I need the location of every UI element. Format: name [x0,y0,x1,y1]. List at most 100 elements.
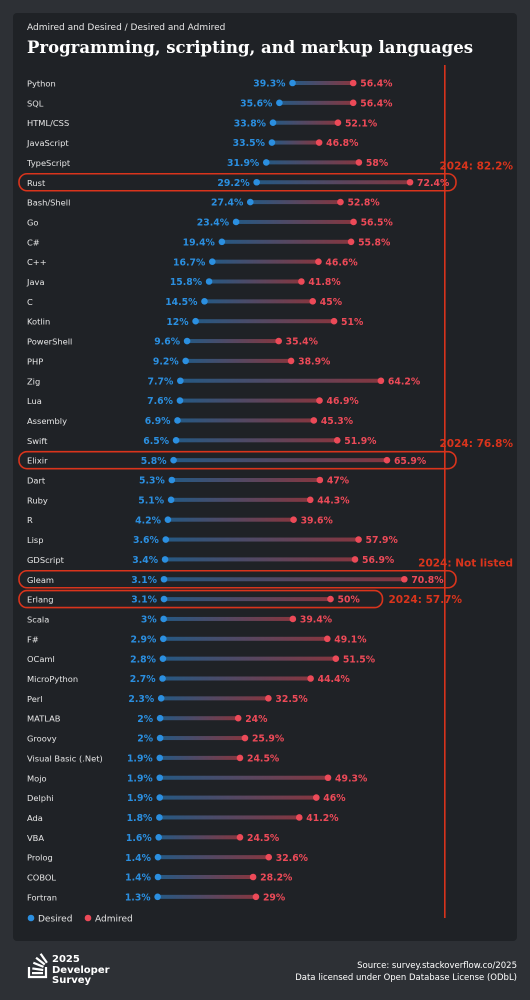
desired-value-label: 6.9% [145,416,171,427]
dumbbell-bar [157,894,256,899]
admired-value-label: 24.5% [247,833,280,844]
desired-point [253,178,260,186]
source-link[interactable]: Source: survey.stackoverflow.co/2025 [357,961,517,971]
language-label: Fortran [27,892,57,902]
admired-point [236,834,244,841]
desired-point [167,496,175,504]
desired-value-label: 1.9% [127,754,153,765]
language-label: TypeScript [26,158,71,168]
desired-point [232,218,240,226]
language-label: Swift [27,436,48,446]
legend-desired-marker [27,914,35,922]
admired-value-label: 45.3% [321,416,354,427]
desired-point [160,615,167,623]
dumbbell-bar [159,755,240,760]
desired-value-label: 1.8% [127,813,153,824]
desired-value-label: 2.9% [130,634,156,645]
dumbbell-bar [177,418,314,423]
previous-year-annotation: 2024: Not listed [418,557,513,569]
language-label: Bash/Shell [27,198,70,208]
desired-value-label: 3.4% [132,555,158,566]
previous-year-annotation: 2024: 82.2% [439,160,513,172]
dumbbell-bar [159,775,329,780]
desired-value-label: 33.8% [234,118,267,129]
desired-value-label: 7.7% [148,376,174,387]
desired-point [183,337,191,345]
dumbbell-bar [159,795,317,800]
desired-value-label: 2.8% [130,654,156,665]
language-label: Elixir [27,456,48,466]
admired-point [332,655,340,662]
dumbbell-bar [250,200,341,205]
desired-point [154,853,162,861]
license-note[interactable]: Data licensed under Open Database Licens… [295,973,517,983]
desired-value-label: 2.7% [130,674,156,685]
desired-point [155,834,162,841]
desired-point [208,258,216,265]
admired-value-label: 47% [327,476,350,487]
admired-point [350,218,357,226]
desired-point [177,377,184,385]
desired-value-label: 1.9% [127,793,153,804]
admired-value-label: 39.4% [300,615,333,626]
dumbbell-bar [165,557,355,562]
language-label: Erlang [27,595,54,605]
admired-value-label: 70.8% [411,575,444,586]
desired-point [156,754,164,762]
survey-brand: 2025 Developer Survey [52,954,110,987]
desired-value-label: 5.3% [139,476,165,487]
admired-value-label: 32.6% [276,853,309,864]
dumbbell-bar [209,279,302,284]
language-label: Gleam [27,575,54,585]
language-label: F# [27,634,39,644]
desired-value-label: 6.5% [143,436,169,447]
desired-value-label: 27.4% [211,198,244,209]
legend-desired-label: Desired [38,915,72,925]
admired-point [310,417,318,424]
admired-value-label: 49.1% [334,634,367,645]
admired-point [307,675,314,682]
desired-value-label: 14.5% [165,297,198,308]
admired-point [287,357,295,365]
desired-point [269,119,277,126]
desired-point [154,873,162,881]
desired-value-label: 2% [137,714,153,725]
admired-value-label: 29% [263,892,286,903]
admired-point [377,377,385,385]
dumbbell-bar [221,239,352,244]
desired-point [262,159,270,166]
admired-point [351,556,359,563]
language-label: SQL [27,98,44,108]
language-label: C [27,297,33,307]
desired-point [205,278,213,285]
dumbbell-bar [180,378,381,383]
admired-point [355,536,362,543]
dumbbell-bar [271,140,320,145]
admired-value-label: 45% [320,297,343,308]
admired-value-label: 41.2% [306,813,339,824]
dumbbell-bar [171,478,320,482]
desired-point [246,198,254,206]
dumbbell-bar [279,100,354,105]
highlight-outline [18,450,457,470]
dumbbell-bar [266,160,359,165]
language-label: C# [27,237,40,247]
admired-point [275,337,282,345]
admired-point [315,139,323,146]
language-label: Perl [27,694,43,704]
admired-point [249,873,257,881]
language-label: Ruby [27,495,48,505]
language-label: Rust [27,178,46,188]
admired-value-label: 41.8% [308,277,341,288]
admired-value-label: 52.8% [347,198,380,209]
desired-value-label: 7.6% [147,396,173,407]
breadcrumb[interactable]: Admired and Desired / Desired and Admire… [27,23,226,33]
language-label: Zig [27,376,40,386]
previous-year-annotation: 2024: 57.7% [389,594,463,606]
admired-value-label: 46.9% [326,396,359,407]
admired-value-label: 44.3% [317,495,350,506]
admired-point [316,476,324,484]
admired-point [337,198,344,206]
dumbbell-bar [236,219,354,224]
desired-point [162,536,170,543]
